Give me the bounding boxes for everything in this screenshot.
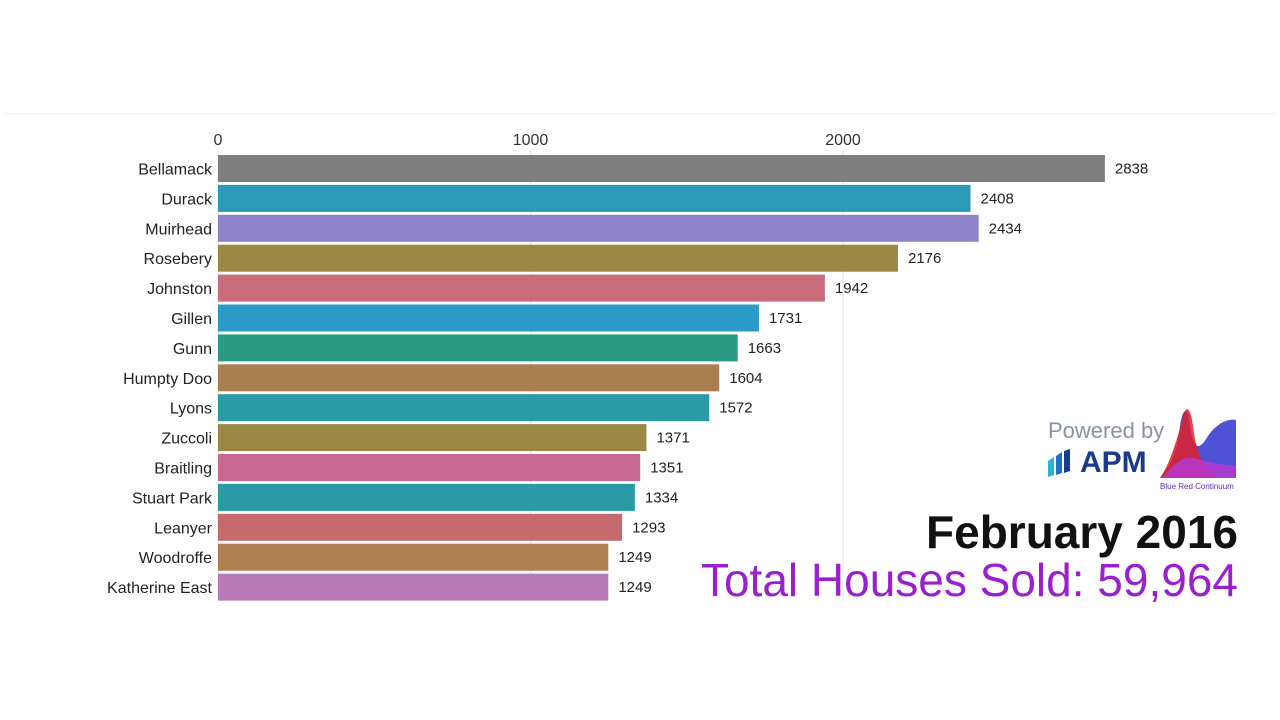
category-label-8: Lyons [170, 401, 212, 418]
category-label-7: Humpty Doo [123, 371, 212, 388]
bar-12 [218, 513, 623, 541]
bar-2 [218, 214, 979, 242]
value-label-0: 2838 [1115, 161, 1148, 178]
category-label-4: Johnston [147, 281, 212, 298]
bar-10 [218, 454, 641, 481]
apm-logo: APM [1048, 446, 1147, 480]
x-tick-label-2: 2000 [825, 132, 861, 149]
bar-0 [218, 155, 1105, 182]
value-label-11: 1334 [645, 489, 678, 506]
value-label-2: 2434 [989, 220, 1022, 237]
category-label-11: Stuart Park [132, 490, 213, 507]
category-label-2: Muirhead [145, 221, 212, 238]
value-label-6: 1663 [748, 340, 781, 357]
blue-red-continuum-logo [1160, 409, 1236, 478]
bar-5 [218, 304, 759, 332]
bar-3 [218, 244, 898, 272]
value-label-7: 1604 [729, 370, 762, 387]
x-tick-label-1: 1000 [513, 132, 549, 149]
apm-logo-text: APM [1080, 446, 1147, 479]
bar-11 [218, 483, 635, 511]
category-label-14: Katherine East [107, 580, 213, 597]
bar-6 [218, 334, 738, 362]
apm-icon [1048, 449, 1070, 477]
category-label-3: Rosebery [144, 251, 212, 268]
value-label-13: 1249 [618, 549, 651, 566]
value-label-9: 1371 [656, 430, 689, 447]
powered-by-text: Powered by [1048, 418, 1165, 443]
blue-red-continuum-text: Blue Red Continuum [1160, 482, 1234, 491]
x-tick-label-0: 0 [214, 132, 223, 149]
value-label-14: 1249 [618, 579, 651, 596]
value-label-5: 1731 [769, 310, 802, 327]
category-label-13: Woodroffe [139, 550, 212, 567]
date-label: February 2016 [926, 506, 1238, 558]
bar-9 [218, 424, 647, 452]
category-label-1: Durack [161, 191, 213, 208]
value-label-3: 2176 [908, 250, 941, 267]
bar-14 [218, 573, 609, 601]
category-label-5: Gillen [171, 311, 212, 328]
category-label-6: Gunn [173, 341, 212, 358]
bar-1 [218, 184, 971, 212]
total-houses-sold: Total Houses Sold: 59,964 [700, 554, 1238, 606]
value-label-12: 1293 [632, 519, 665, 536]
value-label-1: 2408 [981, 190, 1014, 207]
category-label-0: Bellamack [138, 162, 213, 179]
value-label-8: 1572 [719, 400, 752, 417]
category-label-12: Leanyer [154, 520, 212, 537]
bar-8 [218, 394, 710, 422]
value-label-4: 1942 [835, 280, 868, 297]
bar-7 [218, 364, 720, 392]
value-label-10: 1351 [650, 460, 683, 477]
bar-13 [218, 543, 609, 571]
category-label-10: Braitling [154, 461, 212, 478]
category-label-9: Zuccoli [161, 431, 212, 448]
bar-4 [218, 274, 825, 302]
